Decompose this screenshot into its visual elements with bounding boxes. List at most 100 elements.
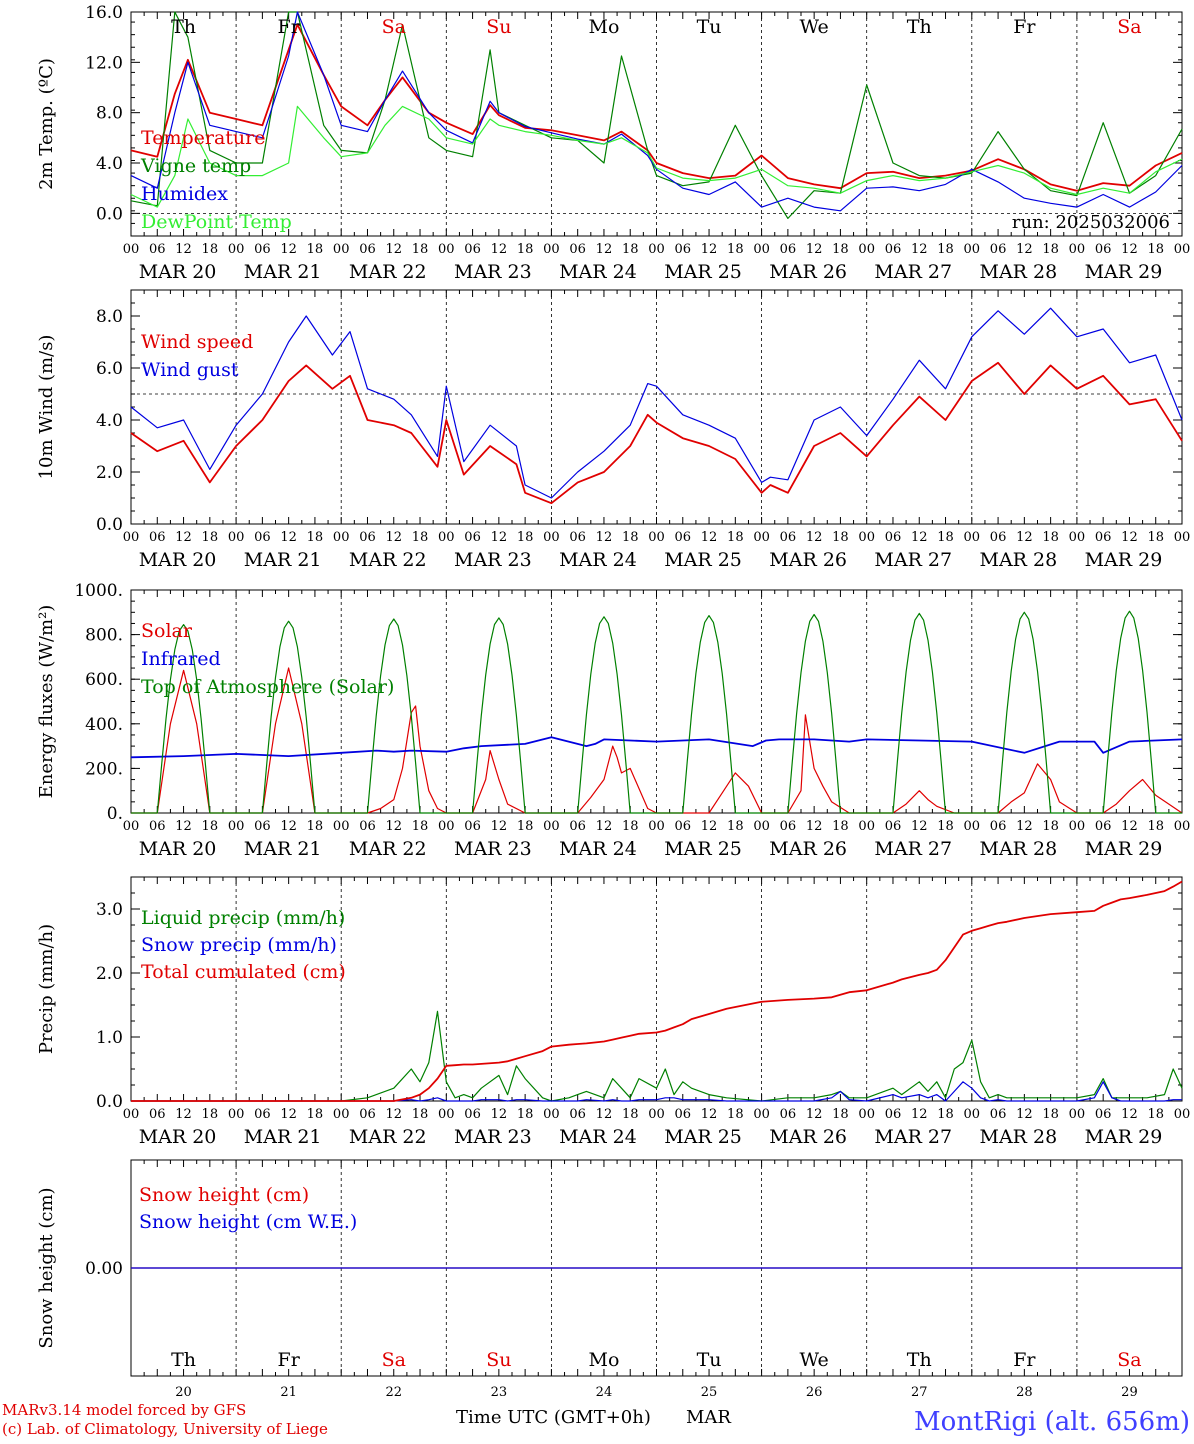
legend-entry: Snow height (cm W.E.) xyxy=(139,1211,357,1233)
hour-label: 12 xyxy=(1121,530,1138,545)
hour-label: 06 xyxy=(464,530,481,545)
series-line-temperature-0 xyxy=(130,23,1183,192)
weekday-label: Mo xyxy=(588,16,619,38)
hour-label: 00 xyxy=(753,1107,770,1122)
hour-label: 12 xyxy=(491,1107,508,1122)
time-axis-label: Time UTC (GMT+0h) xyxy=(456,1407,651,1428)
hour-label: 12 xyxy=(1016,1107,1033,1122)
date-label: MAR 21 xyxy=(244,549,322,571)
hour-label: 00 xyxy=(228,819,245,834)
hour-label: 06 xyxy=(675,530,692,545)
hour-label: 00 xyxy=(1174,242,1191,257)
hour-label: 06 xyxy=(885,819,902,834)
weekday-label: Mo xyxy=(588,1349,619,1371)
hour-label: 18 xyxy=(622,530,639,545)
hour-label: 18 xyxy=(727,1107,744,1122)
date-label: MAR 22 xyxy=(349,1126,427,1148)
hour-label: 00 xyxy=(753,530,770,545)
hour-label: 18 xyxy=(307,530,324,545)
hour-label: 00 xyxy=(543,242,560,257)
y-tick-label: 8.0 xyxy=(96,307,123,327)
series-line-energy-1 xyxy=(130,736,1183,759)
weekday-label: Tu xyxy=(697,16,722,38)
weekday-label: Su xyxy=(486,1349,511,1371)
hour-label: 00 xyxy=(964,1107,981,1122)
hour-label: 00 xyxy=(648,242,665,257)
series-line-temperature-1 xyxy=(130,11,1183,219)
hour-label: 18 xyxy=(202,242,219,257)
day-number-label: 28 xyxy=(1016,1385,1033,1400)
hour-label: 12 xyxy=(911,819,928,834)
hour-label: 00 xyxy=(438,819,455,834)
hour-label: 12 xyxy=(175,819,192,834)
y-tick-label: 8.0 xyxy=(96,104,123,124)
hour-label: 00 xyxy=(228,1107,245,1122)
panel-frame-temperature xyxy=(130,11,1183,237)
hour-label: 12 xyxy=(701,530,718,545)
panel-frame-energy xyxy=(130,589,1183,814)
hour-label: 06 xyxy=(1095,819,1112,834)
date-label: MAR 29 xyxy=(1085,838,1163,860)
date-label: MAR 20 xyxy=(139,1126,217,1148)
legend-entry: Top of Atmosphere (Solar) xyxy=(141,676,394,698)
day-number-label: 29 xyxy=(1121,1385,1138,1400)
hour-label: 18 xyxy=(727,819,744,834)
date-label: MAR 20 xyxy=(139,838,217,860)
hour-label: 18 xyxy=(937,819,954,834)
hour-label: 06 xyxy=(464,1107,481,1122)
date-label: MAR 27 xyxy=(874,549,952,571)
hour-label: 18 xyxy=(412,530,429,545)
hour-label: 12 xyxy=(491,819,508,834)
hour-label: 06 xyxy=(885,242,902,257)
hour-label: 00 xyxy=(648,530,665,545)
legend-entry: Snow height (cm) xyxy=(139,1184,309,1206)
hour-label: 18 xyxy=(1042,242,1059,257)
hour-label: 06 xyxy=(254,1107,271,1122)
legend-entry: Snow precip (mm/h) xyxy=(141,934,337,956)
hour-label: 18 xyxy=(202,530,219,545)
hour-label: 12 xyxy=(1121,1107,1138,1122)
hour-label: 12 xyxy=(596,819,613,834)
hour-label: 12 xyxy=(175,242,192,257)
date-label: MAR 25 xyxy=(664,549,742,571)
y-tick-label: 200. xyxy=(85,759,123,779)
hour-label: 00 xyxy=(123,530,140,545)
date-label: MAR 22 xyxy=(349,549,427,571)
date-label: MAR 23 xyxy=(454,838,532,860)
day-number-label: 22 xyxy=(385,1385,402,1400)
text-layer: 0.0 4.0 8.0 12.0 16.0 2m Temp. (ºC) Temperatur… xyxy=(36,3,1190,1400)
hour-label: 00 xyxy=(1174,530,1191,545)
date-label: MAR 23 xyxy=(454,549,532,571)
hour-label: 12 xyxy=(175,530,192,545)
legend-entry: Liquid precip (mm/h) xyxy=(141,907,345,929)
weekday-label: Sa xyxy=(382,1349,406,1371)
y-axis-label: 10m Wind (m/s) xyxy=(36,335,57,480)
station-label: MontRigi (alt. 656m) xyxy=(914,1407,1190,1437)
weekday-label: Fr xyxy=(278,16,301,38)
legend-entry: DewPoint Temp xyxy=(141,211,292,233)
weekday-label: Th xyxy=(907,1349,932,1371)
hour-label: 18 xyxy=(517,819,534,834)
weekday-label: Sa xyxy=(382,16,406,38)
date-label: MAR 24 xyxy=(559,549,637,571)
weekday-label: Fr xyxy=(278,1349,301,1371)
y-tick-label: 12.0 xyxy=(85,53,123,73)
hour-label: 06 xyxy=(885,530,902,545)
hour-label: 18 xyxy=(622,242,639,257)
series-line-wind-1 xyxy=(130,307,1183,499)
hour-label: 00 xyxy=(858,530,875,545)
hour-label: 18 xyxy=(412,819,429,834)
hour-label: 06 xyxy=(569,1107,586,1122)
date-label: MAR 29 xyxy=(1085,1126,1163,1148)
hour-label: 00 xyxy=(438,242,455,257)
hour-label: 12 xyxy=(806,242,823,257)
hour-label: 12 xyxy=(491,242,508,257)
hour-label: 18 xyxy=(832,242,849,257)
y-tick-label: 4.0 xyxy=(96,411,123,431)
hour-label: 00 xyxy=(964,242,981,257)
hour-label: 06 xyxy=(990,1107,1007,1122)
hour-label: 00 xyxy=(858,819,875,834)
hour-label: 00 xyxy=(333,242,350,257)
series-line-precip-1 xyxy=(131,1081,1182,1102)
